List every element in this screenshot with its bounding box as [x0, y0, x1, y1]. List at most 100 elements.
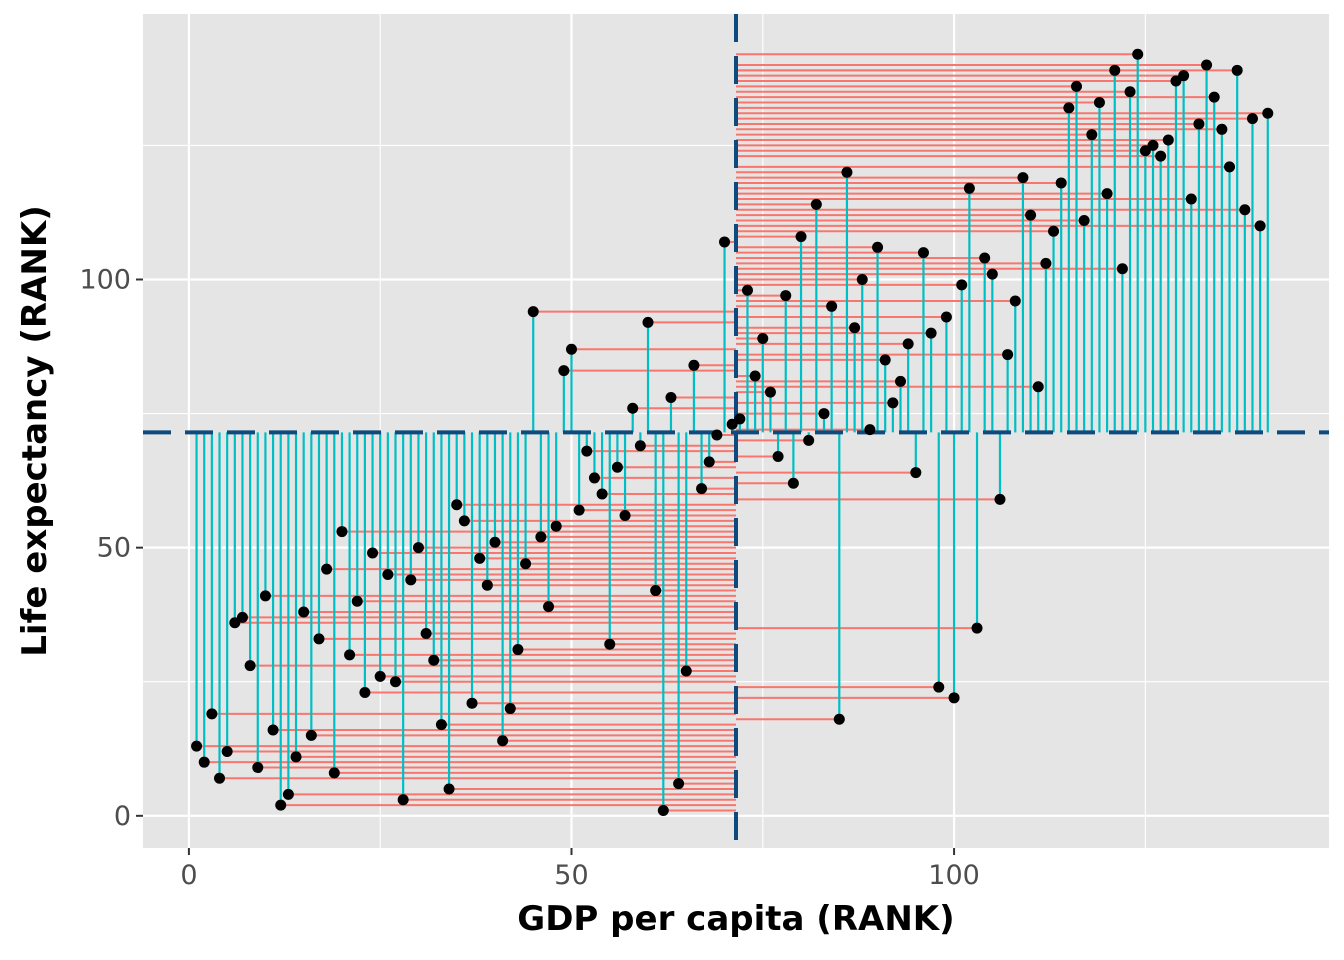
data-point	[795, 231, 807, 243]
data-point	[764, 386, 776, 398]
data-point	[841, 166, 853, 178]
data-point	[948, 692, 960, 704]
data-point	[313, 633, 325, 645]
data-point	[1246, 113, 1258, 125]
data-point	[267, 724, 279, 736]
data-point	[412, 542, 424, 554]
data-point	[497, 735, 509, 747]
data-point	[1170, 75, 1182, 87]
data-point	[833, 713, 845, 725]
data-point	[741, 284, 753, 296]
data-point	[810, 198, 822, 210]
data-point	[420, 627, 432, 639]
y-tick-label: 0	[114, 801, 131, 832]
data-point	[963, 182, 975, 194]
data-point	[719, 236, 731, 248]
vertical-rank-segments	[195, 54, 1269, 811]
data-point	[221, 745, 233, 757]
horizontal-rank-segments	[196, 53, 1268, 812]
data-point	[703, 456, 715, 468]
data-point	[627, 402, 639, 414]
data-point	[887, 397, 899, 409]
data-point	[1086, 129, 1098, 141]
data-point	[543, 601, 555, 613]
data-point	[1002, 349, 1014, 361]
data-point	[925, 327, 937, 339]
data-point	[933, 681, 945, 693]
y-axis-title: Life expectancy (RANK)	[15, 205, 55, 656]
data-point	[803, 434, 815, 446]
data-point	[244, 660, 256, 672]
data-point	[458, 515, 470, 527]
data-point	[619, 509, 631, 521]
data-point	[787, 477, 799, 489]
data-point	[979, 252, 991, 264]
data-point	[1063, 102, 1075, 114]
data-point	[1109, 64, 1121, 76]
data-point	[191, 740, 203, 752]
data-point	[734, 413, 746, 425]
data-point	[206, 708, 218, 720]
data-point	[527, 306, 539, 318]
y-axis-ticks: 0 50 100	[79, 264, 143, 832]
data-point	[1155, 150, 1167, 162]
data-point	[1262, 107, 1274, 119]
data-point	[481, 579, 493, 591]
data-point	[550, 520, 562, 532]
data-point	[535, 531, 547, 543]
data-point	[282, 788, 294, 800]
data-point	[1231, 64, 1243, 76]
data-point	[910, 467, 922, 479]
data-point	[818, 408, 830, 420]
y-tick-label: 100	[79, 264, 131, 295]
data-point	[940, 311, 952, 323]
data-point	[1147, 139, 1159, 151]
data-point	[864, 424, 876, 436]
data-point	[1239, 204, 1251, 216]
data-point	[917, 247, 929, 259]
data-point	[1254, 220, 1266, 232]
data-point	[780, 290, 792, 302]
data-point	[772, 450, 784, 462]
data-point	[390, 676, 402, 688]
data-point	[986, 268, 998, 280]
data-point	[351, 595, 363, 607]
data-point	[466, 697, 478, 709]
data-point	[749, 370, 761, 382]
data-point	[451, 499, 463, 511]
data-point	[1116, 263, 1128, 275]
data-point	[305, 729, 317, 741]
data-points	[191, 48, 1274, 816]
data-point	[259, 590, 271, 602]
data-point	[565, 343, 577, 355]
data-point	[956, 279, 968, 291]
data-point	[1101, 188, 1113, 200]
data-point	[336, 526, 348, 538]
data-point	[1193, 118, 1205, 130]
x-tick-label: 100	[928, 860, 980, 891]
data-point	[236, 611, 248, 623]
data-point	[1124, 86, 1136, 98]
data-point	[711, 429, 723, 441]
data-point	[252, 762, 264, 774]
data-point	[405, 574, 417, 586]
data-point	[1216, 123, 1228, 135]
data-point	[443, 783, 455, 795]
data-point	[665, 391, 677, 403]
data-point	[198, 756, 210, 768]
data-point	[673, 778, 685, 790]
data-point	[1070, 80, 1082, 92]
data-point	[757, 332, 769, 344]
data-point	[604, 638, 616, 650]
data-point	[573, 504, 585, 516]
data-point	[558, 365, 570, 377]
data-point	[596, 488, 608, 500]
data-point	[1132, 48, 1144, 60]
data-point	[1178, 70, 1190, 82]
x-axis-ticks: 0 50 100	[180, 848, 980, 891]
data-point	[581, 445, 593, 457]
data-point	[435, 719, 447, 731]
data-point	[397, 794, 409, 806]
data-point	[382, 568, 394, 580]
